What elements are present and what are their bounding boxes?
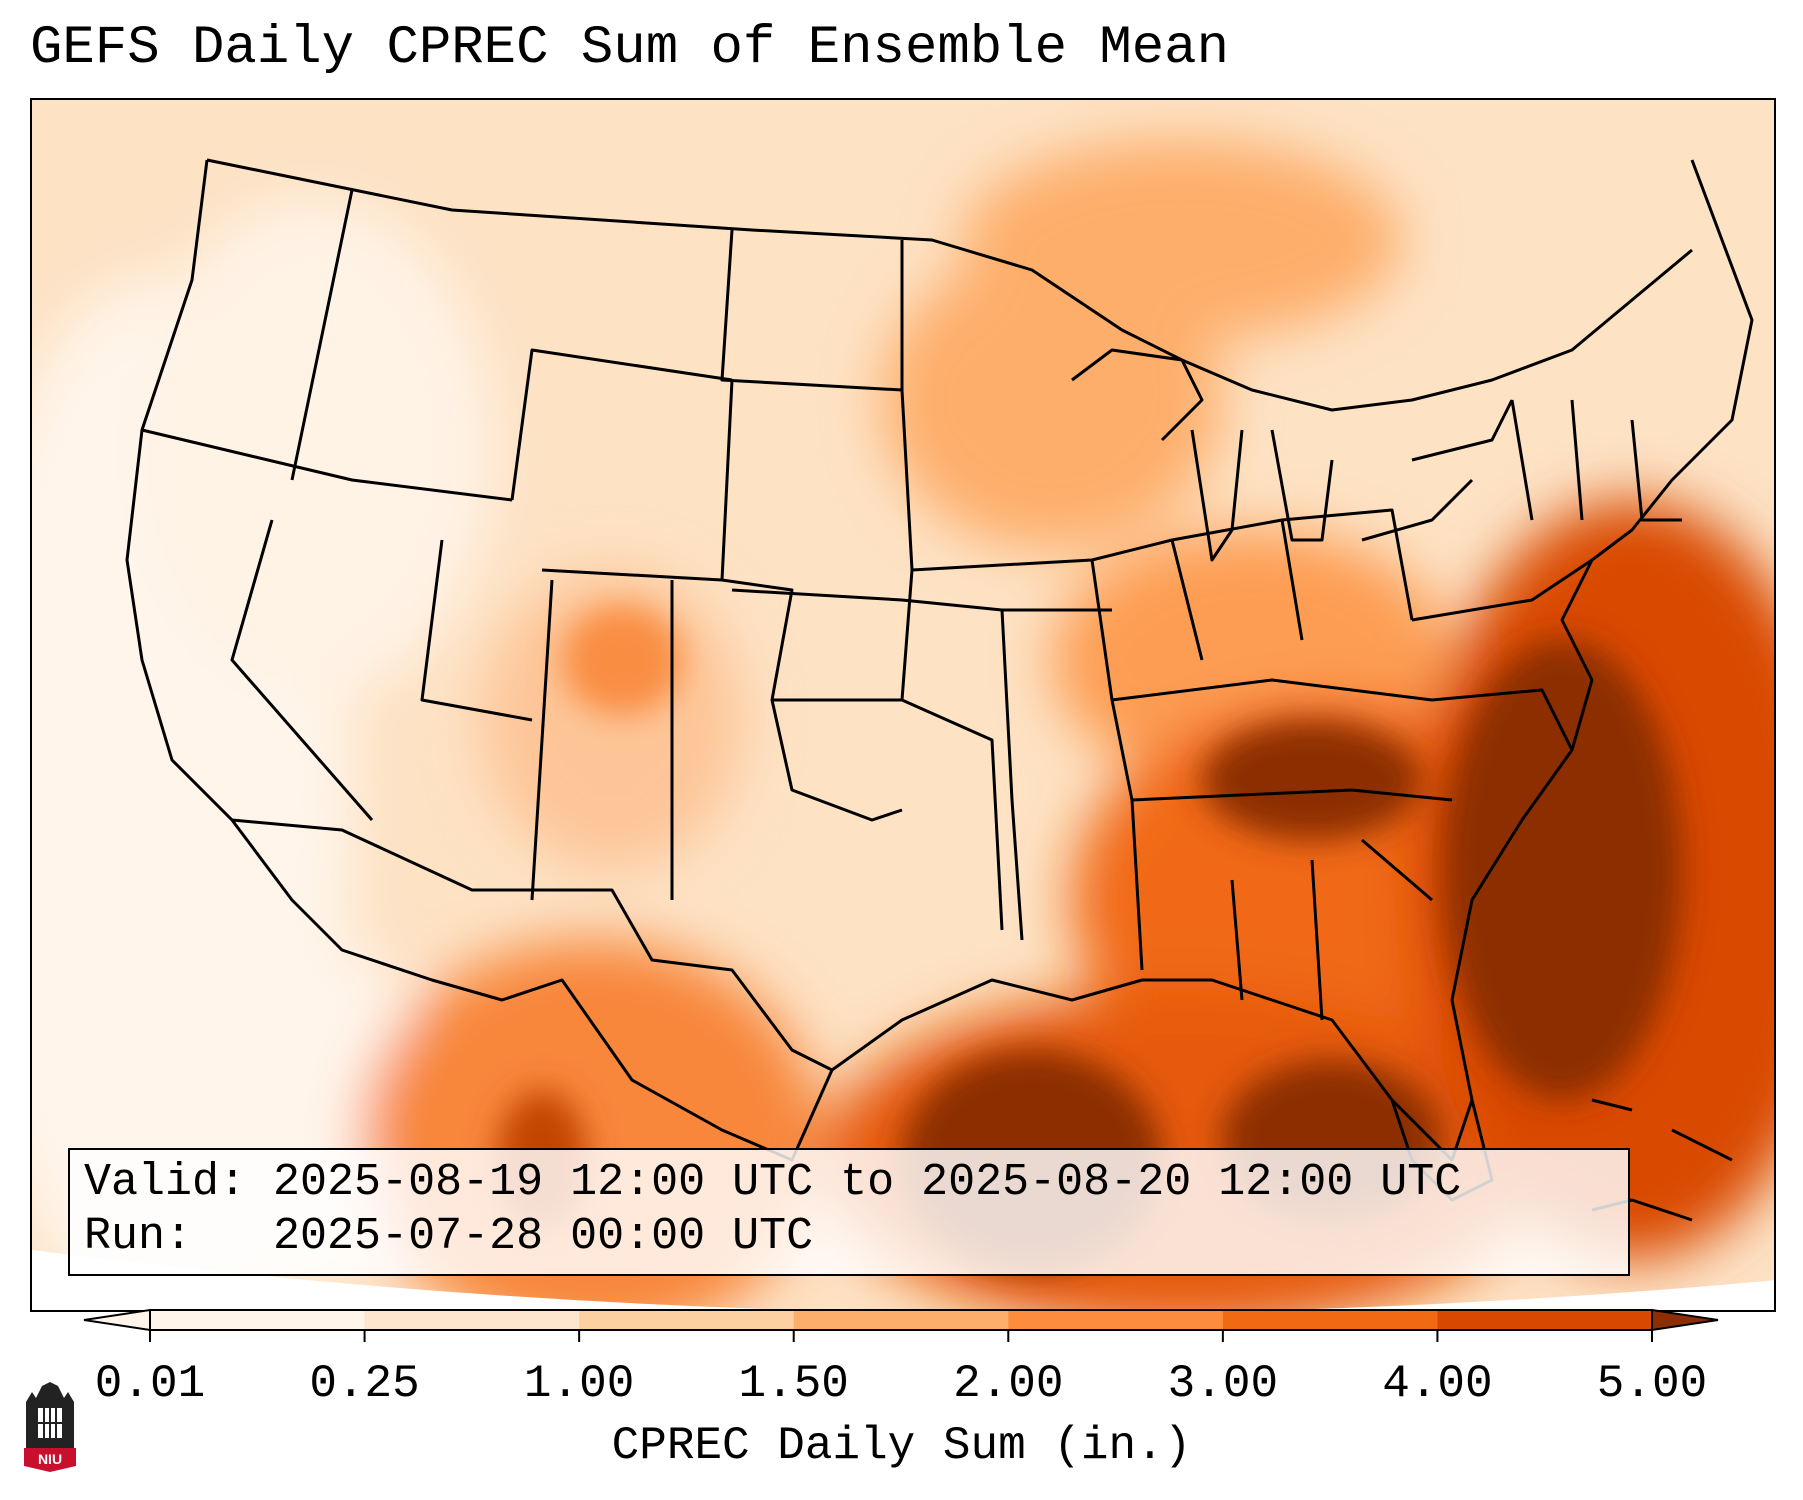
valid-value: 2025-08-19 12:00 UTC to 2025-08-20 12:00… [273,1157,1462,1208]
state-borders-midwest [911,508,1433,801]
us-outline [125,159,1754,1162]
field-carolina-max [1442,640,1682,1100]
colorbar-segment [579,1310,795,1330]
colorbar-segment [1222,1310,1438,1330]
colorbar-title: CPREC Daily Sum (in.) [611,1420,1192,1472]
canada-border [206,158,1693,412]
valid-label: Valid: [84,1157,247,1208]
colorbar-segment [150,1310,366,1330]
logo-band [24,1448,76,1472]
colorbar-tick-label: 1.50 [738,1358,849,1410]
run-row: Run: 2025-07-28 00:00 UTC [84,1210,1614,1264]
colorbar-tick-label: 1.00 [523,1358,635,1410]
colorbar-tick-label: 0.01 [94,1358,206,1410]
colorbar-tick-label: 4.00 [1382,1358,1493,1410]
run-value: 2025-07-28 00:00 UTC [273,1211,814,1262]
colorbar [83,1308,1719,1342]
colorbar-tick-label: 0.25 [309,1358,420,1410]
field-colorado [562,605,682,715]
colorbar-extend-high [1651,1308,1719,1332]
great-lakes [1071,348,1514,562]
logo-text: NIU [38,1451,62,1467]
precip-map [30,98,1776,1312]
colorbar-tick-label: 5.00 [1596,1358,1708,1410]
logo-window-bars [38,1408,62,1438]
colorbar-frame [149,1309,1653,1331]
chart-title: GEFS Daily CPREC Sum of Ensemble Mean [30,18,1229,79]
niu-logo: NIU [24,1382,76,1472]
colorbar-segment [364,1310,580,1330]
run-label: Run: [84,1211,193,1262]
valid-row: Valid: 2025-08-19 12:00 UTC to 2025-08-2… [84,1156,1614,1210]
field-west-low [132,200,492,700]
northeast-borders [1510,399,1682,522]
state-borders-south [1130,558,1593,1021]
field-tennessee-max [1202,720,1422,840]
colorbar-tick-label: 3.00 [1167,1358,1279,1410]
border-mexico [231,818,833,1072]
state-borders-plains [720,229,1024,941]
colorbar-extend-low [83,1308,151,1332]
colorbar-segment [1008,1310,1224,1330]
colorbar-segment [1437,1310,1653,1330]
field-canada [962,140,1402,340]
projection-edge-bottom [32,1250,1774,1310]
colorbar-segment [793,1310,1009,1330]
colorbar-tick-label: 2.00 [953,1358,1064,1410]
valid-run-box: Valid: 2025-08-19 12:00 UTC to 2025-08-2… [68,1148,1630,1276]
